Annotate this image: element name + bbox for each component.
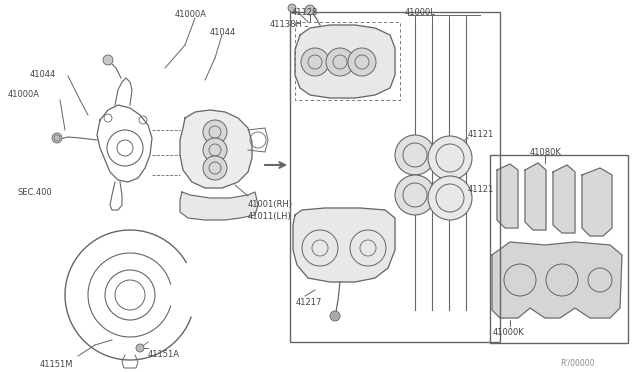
Circle shape (428, 136, 472, 180)
Circle shape (203, 156, 227, 180)
Bar (290, 12, 500, 342)
Circle shape (395, 175, 435, 215)
Circle shape (428, 176, 472, 220)
Circle shape (136, 344, 144, 352)
Text: 41121: 41121 (468, 130, 494, 139)
Text: SEC.400: SEC.400 (18, 188, 52, 197)
Text: 41121: 41121 (468, 185, 494, 194)
Text: 41000A: 41000A (175, 10, 207, 19)
Polygon shape (180, 110, 252, 188)
Circle shape (203, 138, 227, 162)
Circle shape (301, 48, 329, 76)
Circle shape (326, 48, 354, 76)
Polygon shape (180, 192, 258, 220)
Polygon shape (582, 168, 612, 236)
Text: 41080K: 41080K (530, 148, 562, 157)
Polygon shape (295, 25, 395, 98)
Text: 41151M: 41151M (40, 360, 74, 369)
Text: 41001(RH): 41001(RH) (248, 200, 293, 209)
Text: 41151A: 41151A (148, 350, 180, 359)
Text: 41138H: 41138H (270, 20, 303, 29)
Text: 41000L: 41000L (405, 8, 436, 17)
Text: 41217: 41217 (296, 298, 323, 307)
Text: 41000A: 41000A (8, 90, 40, 99)
Polygon shape (492, 242, 622, 318)
Polygon shape (525, 163, 546, 230)
Circle shape (203, 120, 227, 144)
Bar (490, 155, 628, 343)
Circle shape (288, 4, 296, 12)
Text: 41044: 41044 (30, 70, 56, 79)
Circle shape (52, 133, 62, 143)
Circle shape (103, 55, 113, 65)
Circle shape (395, 135, 435, 175)
Circle shape (305, 5, 315, 15)
Circle shape (330, 311, 340, 321)
Text: 41044: 41044 (210, 28, 236, 37)
Text: 41000K: 41000K (493, 328, 525, 337)
Text: 41128: 41128 (292, 8, 318, 17)
Text: R'/00000: R'/00000 (560, 358, 595, 367)
Circle shape (348, 48, 376, 76)
Polygon shape (497, 164, 518, 228)
Text: 41011(LH): 41011(LH) (248, 212, 292, 221)
Polygon shape (553, 165, 575, 233)
Polygon shape (293, 208, 395, 282)
